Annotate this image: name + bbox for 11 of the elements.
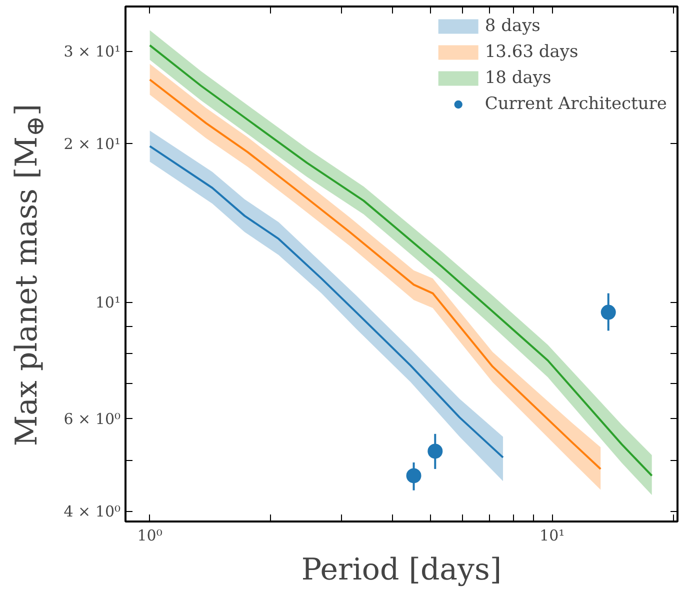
legend-label: 13.63 days [484, 42, 578, 62]
legend-label: Current Architecture [484, 94, 667, 114]
y-tick-label: 4 × 10⁰ [64, 502, 120, 521]
y-tick-label: 3 × 10¹ [64, 42, 120, 60]
y-tick-label: 6 × 10⁰ [64, 410, 120, 428]
legend-label: 8 days [484, 16, 540, 36]
y-tick-label: 2 × 10¹ [64, 134, 120, 153]
y-tick-label: 10¹ [95, 293, 121, 312]
legend-label: 18 days [484, 68, 552, 88]
x-tick-label: 10⁰ [137, 526, 162, 544]
x-axis-title: Period [days] [301, 552, 502, 588]
